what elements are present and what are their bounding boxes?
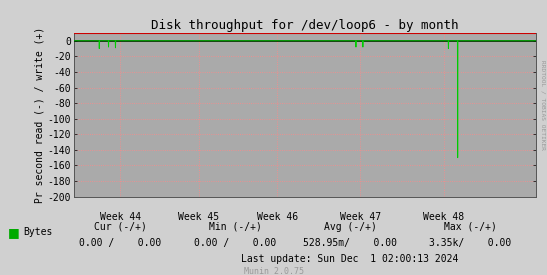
Title: Disk throughput for /dev/loop6 - by month: Disk throughput for /dev/loop6 - by mont… xyxy=(151,19,459,32)
Text: Min (-/+): Min (-/+) xyxy=(209,222,261,232)
Text: Max (-/+): Max (-/+) xyxy=(444,222,497,232)
Text: 0.00 /    0.00: 0.00 / 0.00 xyxy=(79,238,161,248)
Text: 528.95m/    0.00: 528.95m/ 0.00 xyxy=(303,238,397,248)
Text: Week 47: Week 47 xyxy=(340,212,381,222)
Text: ■: ■ xyxy=(8,226,20,239)
Text: Munin 2.0.75: Munin 2.0.75 xyxy=(243,267,304,275)
Text: Bytes: Bytes xyxy=(23,227,53,237)
Text: 0.00 /    0.00: 0.00 / 0.00 xyxy=(194,238,276,248)
Text: Avg (-/+): Avg (-/+) xyxy=(324,222,376,232)
Text: 3.35k/    0.00: 3.35k/ 0.00 xyxy=(429,238,511,248)
Text: Week 46: Week 46 xyxy=(257,212,298,222)
Y-axis label: Pr second read (-) / write (+): Pr second read (-) / write (+) xyxy=(35,27,45,203)
Text: Cur (-/+): Cur (-/+) xyxy=(94,222,147,232)
Text: Week 48: Week 48 xyxy=(423,212,464,222)
Text: Last update: Sun Dec  1 02:00:13 2024: Last update: Sun Dec 1 02:00:13 2024 xyxy=(241,254,459,264)
Text: Week 45: Week 45 xyxy=(178,212,219,222)
Text: Week 44: Week 44 xyxy=(100,212,141,222)
Text: RRDTOOL / TOBIAS OETIKER: RRDTOOL / TOBIAS OETIKER xyxy=(541,59,546,150)
